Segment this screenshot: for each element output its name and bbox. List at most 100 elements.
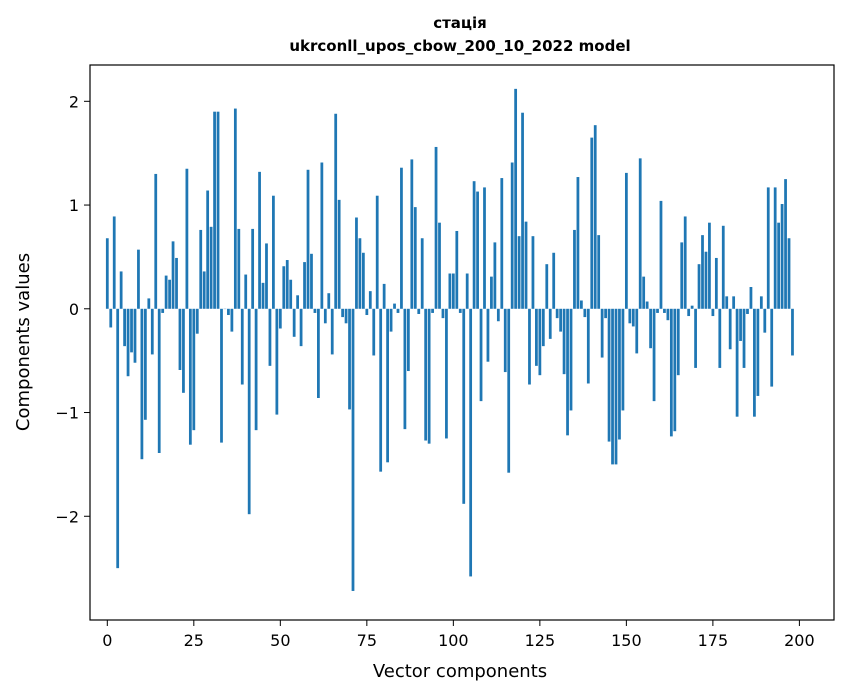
bar (784, 179, 787, 309)
x-tick-label: 25 (184, 631, 204, 650)
bar (597, 235, 601, 309)
bar (137, 249, 140, 309)
x-tick-label: 75 (357, 631, 377, 650)
bar (344, 308, 348, 324)
bar (753, 308, 756, 417)
bar (697, 264, 701, 309)
bar (313, 308, 317, 313)
bar (562, 308, 566, 375)
bar (669, 308, 673, 437)
bar (735, 308, 739, 417)
bar (490, 276, 493, 309)
bar (251, 228, 255, 309)
bar (396, 308, 400, 313)
bar (766, 187, 770, 309)
bar (330, 308, 334, 355)
bar (289, 279, 293, 309)
bar (531, 236, 535, 309)
bar (230, 308, 234, 332)
bar (233, 108, 237, 309)
bar (566, 308, 569, 436)
bar (503, 308, 507, 373)
bar (663, 308, 666, 313)
bar (673, 308, 677, 432)
bar (642, 276, 646, 309)
bar (535, 308, 538, 366)
bar (317, 308, 320, 398)
bar (375, 195, 379, 309)
bar (188, 308, 192, 445)
bar (105, 238, 109, 309)
bar (258, 171, 261, 309)
bar (126, 308, 130, 377)
bar (417, 308, 421, 314)
bar (240, 308, 244, 385)
bar (406, 308, 410, 372)
y-tick-label: −2 (55, 507, 79, 526)
bar (469, 308, 473, 577)
bar (687, 308, 691, 317)
bar (780, 204, 784, 309)
bar (493, 242, 497, 309)
bar (683, 216, 687, 309)
plot-frame (89, 64, 835, 621)
bar (718, 308, 722, 368)
bar (552, 252, 556, 309)
bar (583, 308, 587, 318)
bar (182, 308, 185, 393)
bar (576, 177, 580, 309)
bar (756, 308, 760, 396)
bar (254, 308, 258, 431)
bar (652, 308, 656, 402)
bar (462, 308, 466, 504)
bar (389, 308, 393, 332)
bar (611, 308, 614, 465)
bar (759, 296, 763, 309)
x-axis-label: Vector components (373, 661, 547, 682)
bar (348, 308, 351, 410)
bar (292, 308, 296, 337)
bar (323, 308, 327, 324)
bar (320, 162, 324, 309)
bar (704, 251, 708, 309)
bar (545, 264, 549, 309)
bar (649, 308, 652, 349)
bar (351, 308, 355, 591)
bar (261, 282, 265, 309)
bar (213, 111, 216, 309)
bar (607, 308, 611, 442)
bar (763, 308, 767, 333)
bar (528, 308, 531, 385)
x-tick-label: 0 (102, 631, 112, 650)
bar (365, 308, 369, 316)
bar (593, 125, 597, 309)
bar (472, 181, 476, 309)
bar (680, 242, 684, 309)
bar (666, 308, 670, 321)
y-tick-label: −1 (55, 404, 79, 423)
bar (517, 236, 521, 309)
bar (244, 274, 248, 309)
bar (479, 308, 483, 402)
bar (773, 187, 777, 309)
chart-subtitle: ukrconll_upos_cbow_200_10_2022 model (289, 37, 630, 55)
bar (154, 173, 158, 309)
bar (770, 308, 774, 387)
bar (541, 308, 545, 347)
bar (147, 298, 151, 309)
y-tick-label: 1 (69, 196, 79, 215)
x-tick-label: 175 (698, 631, 729, 650)
bars-group (105, 88, 794, 591)
bar (694, 308, 697, 368)
bar (618, 308, 621, 440)
bar (483, 187, 486, 309)
bar (728, 308, 732, 350)
bar (656, 308, 659, 313)
bar (569, 308, 573, 411)
bar (521, 112, 524, 309)
bar (548, 308, 552, 339)
x-tick-label: 50 (270, 631, 290, 650)
bar (227, 308, 230, 316)
bar (559, 308, 563, 332)
